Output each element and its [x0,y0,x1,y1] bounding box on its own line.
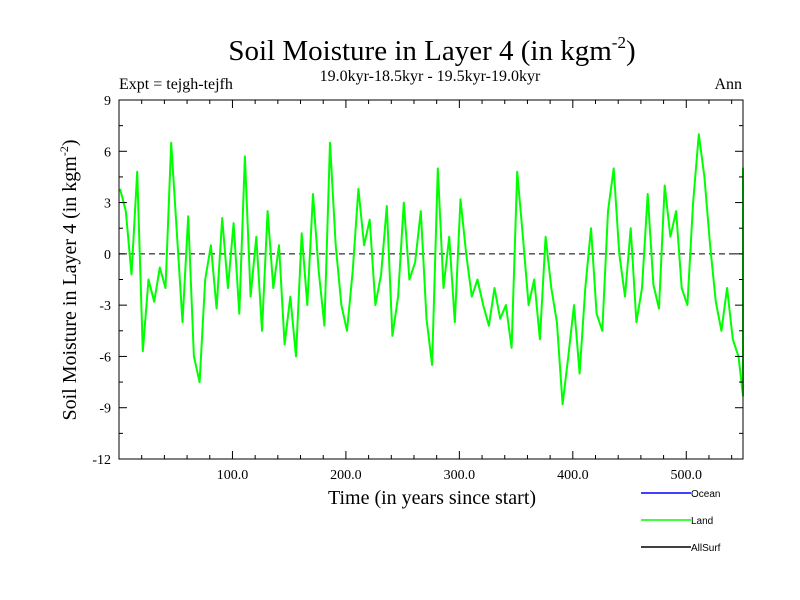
x-tick-label: 500.0 [671,468,703,483]
y-tick-label: -12 [92,453,111,468]
y-tick-label: 0 [104,248,111,263]
x-tick-label: 300.0 [444,468,476,483]
y-tick-label: -9 [99,402,111,417]
chart-title: Soil Moisture in Layer 4 (in kgm-2) [228,33,635,67]
x-tick-label: 100.0 [217,468,249,483]
legend-allsurf-label: AllSurf [691,543,721,554]
legend-ocean-label: Ocean [691,489,720,500]
y-tick-label: -6 [99,350,111,365]
y-tick-label: 6 [104,145,111,160]
legend: Ocean Land AllSurf [641,489,721,554]
land-series-line [119,133,744,406]
plot-frame [118,99,744,460]
x-tick-label: 200.0 [330,468,362,483]
x-axis-ticks: 100.0 200.0 300.0 400.0 500.0 [141,100,733,483]
legend-land-label: Land [691,516,713,527]
y-tick-label: -3 [99,299,111,314]
experiment-label: Expt = tejgh-tejfh [119,76,233,93]
x-axis-label: Time (in years since start) [328,487,536,509]
y-axis-ticks: -12 -9 -6 -3 0 3 6 9 [92,94,743,468]
season-label: Ann [714,76,742,93]
y-axis-label: Soil Moisture in Layer 4 (in kgm-2) [57,139,81,420]
period-label: 19.0kyr-18.5kyr - 19.5kyr-19.0kyr [320,68,541,85]
y-tick-label: 9 [104,94,111,109]
y-tick-label: 3 [104,197,111,212]
x-tick-label: 400.0 [557,468,589,483]
